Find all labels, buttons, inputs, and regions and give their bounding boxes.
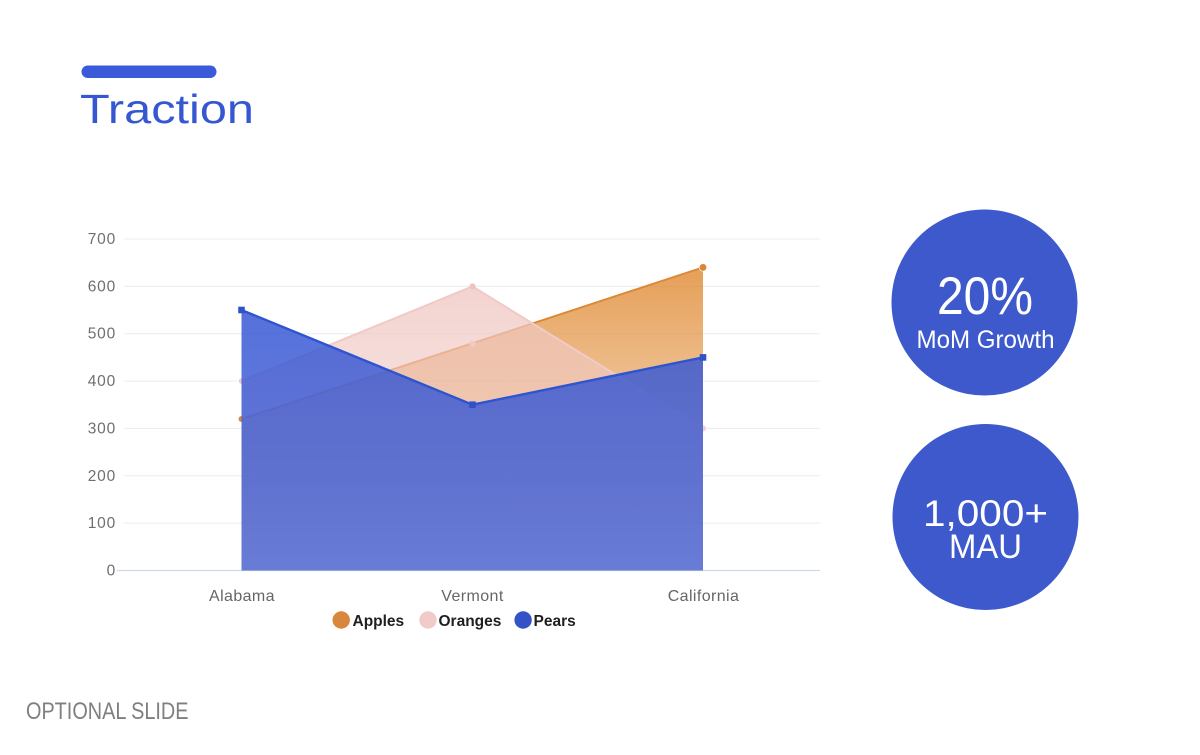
svg-text:200: 200 bbox=[88, 468, 116, 485]
svg-text:Traction: Traction bbox=[80, 86, 254, 132]
svg-text:20%: 20% bbox=[937, 267, 1033, 326]
svg-text:700: 700 bbox=[88, 231, 116, 248]
svg-text:Oranges: Oranges bbox=[439, 613, 502, 630]
svg-text:600: 600 bbox=[88, 278, 116, 295]
svg-text:300: 300 bbox=[88, 420, 116, 437]
svg-text:500: 500 bbox=[88, 326, 116, 343]
svg-text:400: 400 bbox=[88, 373, 116, 390]
svg-text:0: 0 bbox=[107, 563, 116, 580]
svg-text:Apples: Apples bbox=[353, 613, 405, 630]
svg-text:100: 100 bbox=[88, 515, 116, 532]
svg-text:Vermont: Vermont bbox=[441, 588, 504, 605]
svg-text:Pears: Pears bbox=[534, 613, 576, 630]
svg-text:Alabama: Alabama bbox=[209, 588, 275, 605]
svg-text:California: California bbox=[668, 588, 740, 605]
svg-text:OPTIONAL SLIDE: OPTIONAL SLIDE bbox=[26, 698, 189, 725]
svg-text:MAU: MAU bbox=[949, 528, 1022, 566]
svg-text:1,000+: 1,000+ bbox=[923, 493, 1048, 534]
svg-text:MoM Growth: MoM Growth bbox=[917, 326, 1055, 354]
